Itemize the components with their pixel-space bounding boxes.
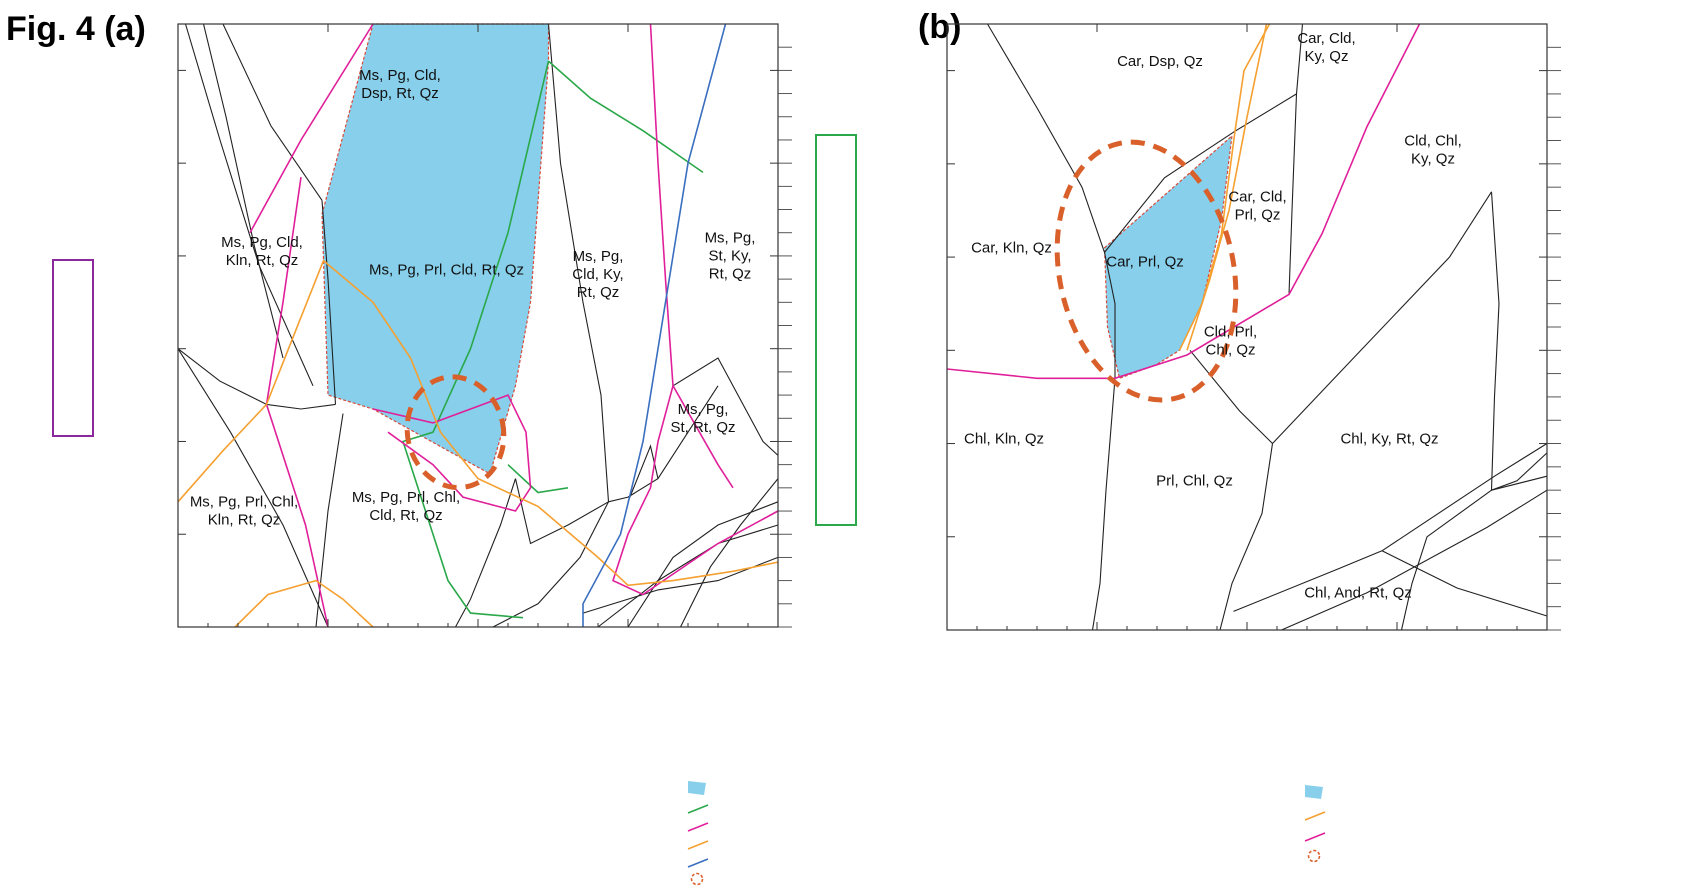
cld-out-line	[582, 23, 727, 627]
reaction-line	[177, 348, 267, 405]
reaction-line	[987, 23, 1106, 253]
reaction-line	[266, 403, 336, 410]
reaction-line	[222, 23, 323, 201]
pt-constraint-ellipse	[404, 374, 507, 491]
reaction-line	[1400, 489, 1492, 631]
field-label: Ms, Pg, Prl, Chl, Kln, Rt, Qz	[190, 494, 298, 529]
field-label: Car, Cld, Ky, Qz	[1297, 30, 1355, 65]
field-label: Cld, Chl, Ky, Qz	[1404, 133, 1462, 168]
reaction-line	[1272, 191, 1492, 444]
field-label: Ms, Pg, Prl, Chl, Cld, Rt, Qz	[352, 489, 460, 524]
reaction-line	[582, 556, 779, 614]
cld-xmg-line	[507, 464, 569, 494]
panel-b: Car, Dsp, Qz Car, Cld, Ky, Qz Cld, Chl, Ky, …	[815, 23, 1561, 631]
field-label: Chl, Ky, Rt, Qz	[1340, 431, 1438, 448]
reaction-line	[627, 444, 659, 503]
legend-b	[1304, 785, 1326, 863]
reaction-line	[184, 23, 314, 387]
pt-constraint-ellipse	[1054, 139, 1239, 403]
field-label: Ms, Pg, St, Rt, Qz	[670, 401, 735, 436]
reaction-line	[1104, 93, 1297, 253]
legend-line	[687, 858, 709, 868]
wm-xmg-line	[249, 23, 374, 234]
field-label: Prl, Chl, Qz	[1156, 472, 1233, 489]
observed-paragenesis-area	[321, 23, 550, 475]
reaction-line	[1490, 191, 1500, 491]
field-label: Ms, Pg, St, Ky, Rt, Qz	[705, 230, 756, 283]
reaction-line	[1219, 443, 1274, 631]
field-label: Ms, Pg, Prl, Cld, Rt, Qz	[369, 261, 524, 278]
side-label-box	[52, 259, 94, 437]
reaction-line	[315, 413, 344, 628]
reaction-line	[1281, 489, 1548, 631]
wm-si-line	[177, 259, 779, 587]
legend-ring	[1307, 849, 1321, 863]
field-label: Ms, Pg, Cld, Kln, Rt, Qz	[221, 234, 303, 269]
reaction-line	[1103, 252, 1116, 379]
legend-line	[687, 822, 709, 832]
wm-xmg-line	[612, 385, 779, 596]
legend-line	[687, 804, 709, 814]
reaction-line	[597, 524, 779, 628]
legend-line	[1304, 811, 1326, 821]
wm-xmg-line	[372, 394, 532, 512]
field-label: Chl, And, Rt, Qz	[1304, 584, 1412, 601]
car-out-line	[946, 23, 1421, 380]
field-label: Car, Prl, Qz	[1106, 253, 1184, 270]
panel-b-label: (b)	[918, 8, 961, 46]
field-label: Ms, Pg, Cld, Dsp, Rt, Qz	[359, 67, 441, 102]
panel-a: Ms, Pg, Cld, Dsp, Rt, Qz Ms, Pg, Cld, Kln, …	[52, 23, 792, 628]
reaction-line	[202, 23, 284, 359]
reaction-line	[627, 501, 779, 628]
reaction-line	[1381, 550, 1548, 617]
field-label: Car, Kln, Qz	[971, 239, 1052, 256]
reaction-line	[1491, 452, 1548, 491]
field-label: Car, Cld, Prl, Qz	[1228, 188, 1286, 223]
reaction-line	[1491, 475, 1548, 491]
field-label: Ms, Pg, Cld, Ky, Rt, Qz	[572, 248, 623, 301]
field-label: Car, Dsp, Qz	[1117, 53, 1203, 70]
legend-ring	[690, 872, 704, 886]
legend-swatch	[688, 781, 706, 795]
car-xmg-line	[1186, 23, 1268, 351]
field-label: Chl, Kln, Qz	[964, 431, 1044, 448]
wm-si-line	[234, 579, 374, 628]
reaction-line	[547, 23, 610, 502]
reaction-line	[1189, 349, 1273, 444]
legend-line	[1304, 832, 1326, 842]
figure-label: Fig. 4 (a)	[6, 10, 146, 48]
legend-swatch	[1305, 785, 1323, 799]
wm-xmg-line	[649, 23, 734, 489]
reaction-line	[455, 478, 517, 628]
reaction-line	[672, 357, 779, 456]
field-label: Cld, Prl, Chl, Qz	[1204, 324, 1257, 359]
cld-xmg-line	[547, 60, 704, 174]
reaction-line	[492, 501, 609, 628]
reaction-line	[321, 200, 337, 405]
reaction-line	[514, 478, 609, 545]
reaction-line	[1091, 378, 1116, 631]
reaction-line	[1233, 550, 1383, 612]
side-label-box	[815, 134, 857, 526]
reaction-line	[1381, 443, 1548, 552]
reaction-line	[177, 348, 329, 628]
cld-xmg-line	[401, 60, 550, 619]
legend-a	[687, 781, 709, 886]
reaction-line	[1288, 23, 1304, 295]
car-xmg-line	[1178, 23, 1271, 351]
legend-line	[687, 840, 709, 850]
reaction-line	[680, 478, 779, 628]
